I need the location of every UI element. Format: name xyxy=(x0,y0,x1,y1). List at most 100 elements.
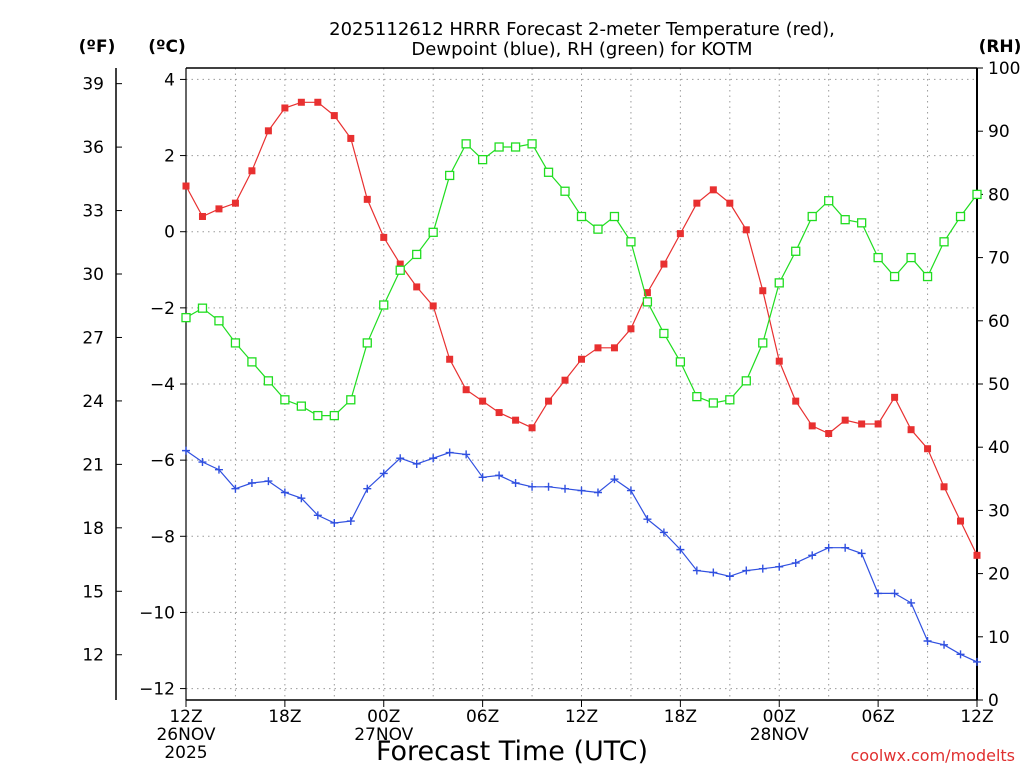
data-point xyxy=(280,395,290,405)
rh-tick-label: 90 xyxy=(988,122,1010,142)
data-point xyxy=(808,422,816,430)
data-point xyxy=(362,338,372,348)
rh-tick-label: 40 xyxy=(988,438,1010,458)
time-tick-label: 12Z xyxy=(565,707,598,727)
data-point xyxy=(626,486,635,495)
data-point xyxy=(182,182,190,190)
data-point xyxy=(215,205,223,213)
data-point xyxy=(543,167,554,177)
data-point xyxy=(660,260,668,268)
data-point xyxy=(478,473,487,482)
data-point xyxy=(593,224,603,234)
data-point xyxy=(214,316,224,326)
series-dewpoint xyxy=(182,446,981,666)
data-point xyxy=(314,98,322,106)
data-point xyxy=(528,424,536,432)
data-point xyxy=(840,215,850,225)
data-point xyxy=(742,566,751,575)
celsius-axis: 4 2 0 −2 −4 −6 −8 −10 −12 xyxy=(139,70,186,700)
data-point xyxy=(280,488,289,497)
data-point xyxy=(396,260,404,268)
data-point xyxy=(907,598,916,607)
data-point xyxy=(808,551,817,560)
fahrenheit-tick-label: 27 xyxy=(82,328,104,348)
data-point xyxy=(281,104,289,112)
data-point xyxy=(824,196,834,206)
data-point xyxy=(857,549,866,558)
data-point xyxy=(230,338,241,348)
data-point xyxy=(313,410,323,421)
time-tick-label: 2025 xyxy=(164,743,207,763)
data-point xyxy=(676,545,685,554)
data-point xyxy=(297,98,305,106)
celsius-tick-label: −8 xyxy=(150,527,175,547)
data-point xyxy=(841,416,849,424)
data-point xyxy=(676,230,684,238)
data-point xyxy=(824,543,833,552)
data-point xyxy=(741,376,751,386)
data-point xyxy=(726,199,734,207)
gridlines xyxy=(186,68,977,700)
time-tick-label: 12Z xyxy=(169,707,202,727)
data-point xyxy=(263,376,274,386)
data-point xyxy=(511,478,520,487)
data-point xyxy=(197,303,208,313)
data-point xyxy=(594,344,602,352)
data-point xyxy=(363,195,371,203)
data-point xyxy=(873,252,883,263)
data-point xyxy=(742,226,750,234)
data-point xyxy=(922,271,933,282)
data-point xyxy=(659,328,669,339)
data-point xyxy=(296,401,307,411)
fahrenheit-tick-label: 39 xyxy=(82,75,104,95)
data-point xyxy=(626,237,636,247)
time-tick-label: 27NOV xyxy=(354,725,413,745)
chart-title-line-1: 2025112612 HRRR Forecast 2-meter Tempera… xyxy=(329,19,835,40)
fahrenheit-tick-label: 15 xyxy=(82,582,104,602)
data-point xyxy=(709,568,718,577)
rh-tick-label: 50 xyxy=(988,375,1010,395)
data-point xyxy=(643,515,652,524)
series-rh xyxy=(181,139,982,421)
data-point xyxy=(494,142,504,152)
data-point xyxy=(231,199,239,207)
rh-tick-label: 0 xyxy=(988,691,999,711)
data-point xyxy=(856,218,867,228)
rh-tick-label: 10 xyxy=(988,628,1010,648)
data-point xyxy=(297,494,306,503)
time-tick-label: 18Z xyxy=(664,707,697,727)
time-tick-label: 00Z xyxy=(763,707,796,727)
data-point xyxy=(346,395,356,405)
data-point xyxy=(396,454,405,463)
fahrenheit-tick-label: 21 xyxy=(82,455,104,475)
data-point xyxy=(939,237,949,247)
data-point xyxy=(792,397,800,405)
data-point xyxy=(544,482,553,491)
data-point xyxy=(924,445,932,453)
data-point xyxy=(891,393,899,401)
data-point xyxy=(528,482,537,491)
celsius-tick-label: −2 xyxy=(150,299,175,319)
rh-tick-label: 20 xyxy=(988,565,1010,585)
data-point xyxy=(198,212,206,220)
data-point xyxy=(380,233,388,241)
chart-title: 2025112612 HRRR Forecast 2-meter Tempera… xyxy=(329,19,835,60)
series-2-meter-temperature xyxy=(182,98,981,559)
data-point xyxy=(446,355,454,363)
data-point xyxy=(955,211,966,222)
chart-title-line-2: Dewpoint (blue), RH (green) for KOTM xyxy=(411,39,752,60)
data-point xyxy=(577,486,586,495)
data-point xyxy=(725,395,735,405)
data-point xyxy=(247,357,257,367)
data-point xyxy=(379,469,388,478)
data-point xyxy=(758,564,767,573)
rh-tick-label: 80 xyxy=(988,185,1010,205)
data-point xyxy=(874,420,882,428)
time-tick-label: 06Z xyxy=(861,707,894,727)
data-point xyxy=(889,271,900,282)
data-point xyxy=(181,312,191,323)
data-point xyxy=(940,483,948,491)
data-point xyxy=(510,142,521,152)
data-point xyxy=(758,338,768,348)
data-point xyxy=(593,488,602,497)
